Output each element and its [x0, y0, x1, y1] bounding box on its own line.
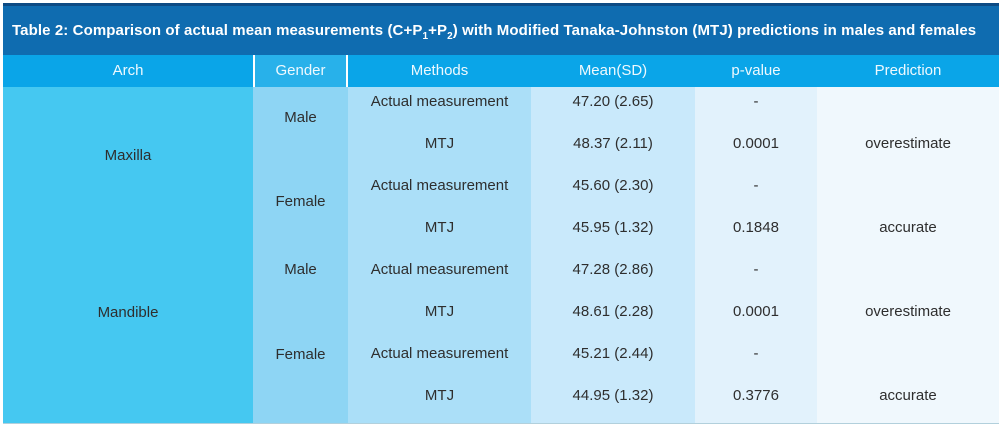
method-cell: Actual measurement	[348, 87, 531, 129]
mean-sd-cell: 47.28 (2.86)	[531, 255, 695, 297]
prediction-cell	[817, 339, 999, 381]
method-cell: Actual measurement	[348, 255, 531, 297]
column-header-p-value: p-value	[695, 55, 817, 87]
table-title-text: Table 2: Comparison of actual mean measu…	[12, 22, 977, 42]
mean-sd-cell: 48.61 (2.28)	[531, 297, 695, 339]
method-cell: Actual measurement	[348, 171, 531, 213]
title-subscript-1: 1	[422, 31, 429, 42]
method-cell: MTJ	[348, 129, 531, 171]
method-cell: Actual measurement	[348, 339, 531, 381]
p-value-cell: 0.0001	[695, 297, 817, 339]
column-header-mean-sd: Mean(SD)	[531, 55, 695, 87]
p-value-cell: -	[695, 339, 817, 381]
method-cell: MTJ	[348, 213, 531, 255]
prediction-cell	[817, 171, 999, 213]
title-part: +P	[428, 22, 448, 39]
column-header-arch: Arch	[3, 55, 253, 87]
table-title: Table 2: Comparison of actual mean measu…	[3, 6, 999, 55]
mean-sd-cell: 44.95 (1.32)	[531, 381, 695, 423]
prediction-cell	[817, 87, 999, 129]
title-part: Table 2: Comparison of actual mean measu…	[12, 22, 423, 39]
gender-cell: Female	[253, 171, 348, 255]
mean-sd-cell: 48.37 (2.11)	[531, 129, 695, 171]
prediction-cell	[817, 255, 999, 297]
gender-cell: Male	[253, 255, 348, 339]
mean-sd-cell: 45.21 (2.44)	[531, 339, 695, 381]
column-header-prediction: Prediction	[817, 55, 999, 87]
mean-sd-cell: 45.60 (2.30)	[531, 171, 695, 213]
p-value-cell: 0.3776	[695, 381, 817, 423]
prediction-cell: overestimate	[817, 297, 999, 339]
p-value-cell: -	[695, 171, 817, 213]
arch-cell-mandible: Mandible	[3, 255, 253, 423]
title-subscript-2: 2	[447, 31, 453, 42]
gender-cell: Male	[253, 87, 348, 171]
column-header-methods: Methods	[348, 55, 531, 87]
p-value-cell: 0.0001	[695, 129, 817, 171]
prediction-cell: accurate	[817, 213, 999, 255]
method-cell: MTJ	[348, 381, 531, 423]
method-cell: MTJ	[348, 297, 531, 339]
column-header-gender: Gender	[253, 55, 348, 87]
prediction-cell: overestimate	[817, 129, 999, 171]
comparison-table: Table 2: Comparison of actual mean measu…	[3, 3, 999, 424]
table-header-row: Arch Gender Methods Mean(SD) p-value Pre…	[3, 55, 999, 87]
p-value-cell: -	[695, 87, 817, 129]
gender-cell: Female	[253, 339, 348, 423]
mean-sd-cell: 47.20 (2.65)	[531, 87, 695, 129]
p-value-cell: 0.1848	[695, 213, 817, 255]
arch-cell-maxilla: Maxilla	[3, 87, 253, 255]
title-part: ) with Modified Tanaka-Johnston (MTJ) pr…	[452, 22, 977, 39]
p-value-cell: -	[695, 255, 817, 297]
mean-sd-cell: 45.95 (1.32)	[531, 213, 695, 255]
table-body: Maxilla Mandible Male Female Male Female…	[3, 87, 999, 423]
prediction-cell: accurate	[817, 381, 999, 423]
